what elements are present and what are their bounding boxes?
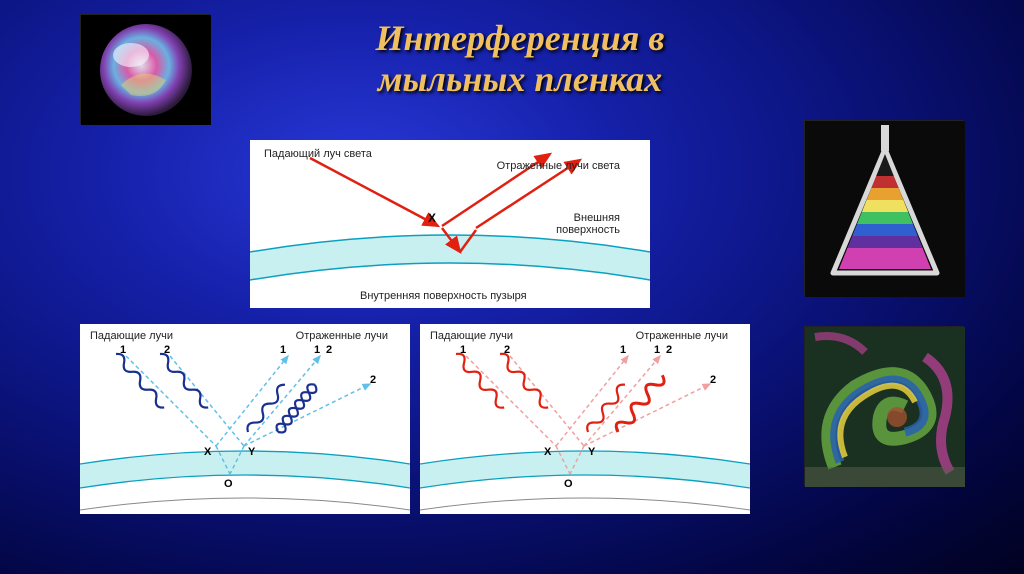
num-1-out2-r: 1: [654, 344, 660, 356]
pt-y-l: Y: [248, 446, 255, 458]
num-1-out2-l: 1: [314, 344, 320, 356]
label-incident-l: Падающие лучи: [90, 330, 173, 342]
num-2-far-r: 2: [710, 374, 716, 386]
slide-title: Интерференция в мыльных пленках: [240, 18, 800, 101]
photo-soap-bubble: [80, 14, 210, 124]
label-reflected: Отраженные лучи света: [497, 160, 620, 172]
photo-triangle-film: [804, 120, 964, 296]
num-2-in-l: 2: [164, 344, 170, 356]
diagram-constructive: Падающие лучи Отраженные лучи 1 2 1 1 2 …: [80, 324, 410, 514]
num-2-out-l: 2: [326, 344, 332, 356]
label-outer-2: поверхность: [556, 224, 620, 236]
num-1-in-l: 1: [120, 344, 126, 356]
num-1-out-r: 1: [620, 344, 626, 356]
pt-o-l: O: [224, 478, 233, 490]
pt-o-r: O: [564, 478, 573, 490]
svg-text:X: X: [428, 211, 436, 225]
diagram-destructive: Падающие лучи Отраженные лучи 1 2 1 1 2 …: [420, 324, 750, 514]
label-reflected-l: Отраженные лучи: [296, 330, 388, 342]
label-inner: Внутренняя поверхность пузыря: [360, 290, 527, 302]
title-line-1: Интерференция в: [376, 18, 665, 58]
label-outer-1: Внешняя: [574, 212, 620, 224]
diagram-single-ray: X Падающий луч света Отраженные лучи све…: [250, 140, 650, 308]
label-incident-r: Падающие лучи: [430, 330, 513, 342]
num-2-out-r: 2: [666, 344, 672, 356]
photo-swirl-film: [804, 326, 964, 486]
pt-x-r: X: [544, 446, 551, 458]
pt-y-r: Y: [588, 446, 595, 458]
title-line-2: мыльных пленках: [378, 59, 662, 99]
num-1-out-l: 1: [280, 344, 286, 356]
label-reflected-r: Отраженные лучи: [636, 330, 728, 342]
pt-x-l: X: [204, 446, 211, 458]
num-2-far-l: 2: [370, 374, 376, 386]
num-1-in-r: 1: [460, 344, 466, 356]
num-2-in-r: 2: [504, 344, 510, 356]
label-incident: Падающий луч света: [264, 148, 372, 160]
